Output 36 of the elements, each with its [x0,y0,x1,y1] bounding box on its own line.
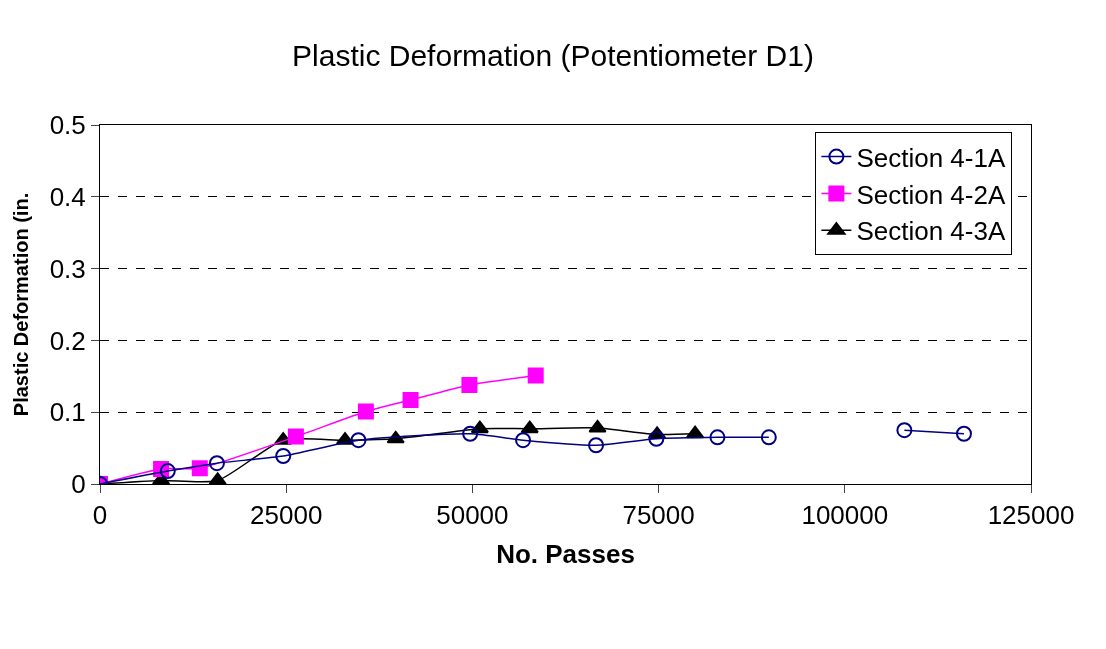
y-tick-label: 0.4 [49,181,86,212]
point [955,425,972,442]
point [520,420,539,434]
point [402,391,419,408]
point [350,432,367,449]
x-tick-label: 0 [92,500,108,531]
point [208,455,225,472]
chart-title: Plastic Deformation (Potentiometer D1) [292,39,814,73]
point [896,422,913,439]
point [588,437,605,454]
x-tick-label: 75000 [622,500,695,531]
y-tick-label: 0 [71,469,86,500]
x-tick-label: 25000 [250,500,323,531]
x-tick-label: 125000 [987,500,1075,531]
point [159,463,176,480]
x-tick-label: 100000 [801,500,889,531]
point [462,425,479,442]
legend-label: Section 4-2A [856,179,1006,210]
point [527,367,544,384]
y-tick-label: 0.2 [49,325,86,356]
point [648,430,665,447]
point [275,448,292,464]
legend-label: Section 4-1A [856,142,1006,173]
point [287,428,304,445]
y-tick-label: 0.1 [49,397,86,428]
point [709,429,726,446]
legend-label: Section 4-3A [856,216,1006,247]
point [461,376,478,393]
y-tick-label: 0.5 [49,110,86,141]
y-axis-title: Plastic Deformation (in. [10,192,33,417]
point [515,432,532,449]
point [760,429,777,446]
point [357,403,374,420]
y-tick-label: 0.3 [49,253,86,284]
x-tick-label: 50000 [436,500,509,531]
x-axis-title: No. Passes [496,538,635,569]
